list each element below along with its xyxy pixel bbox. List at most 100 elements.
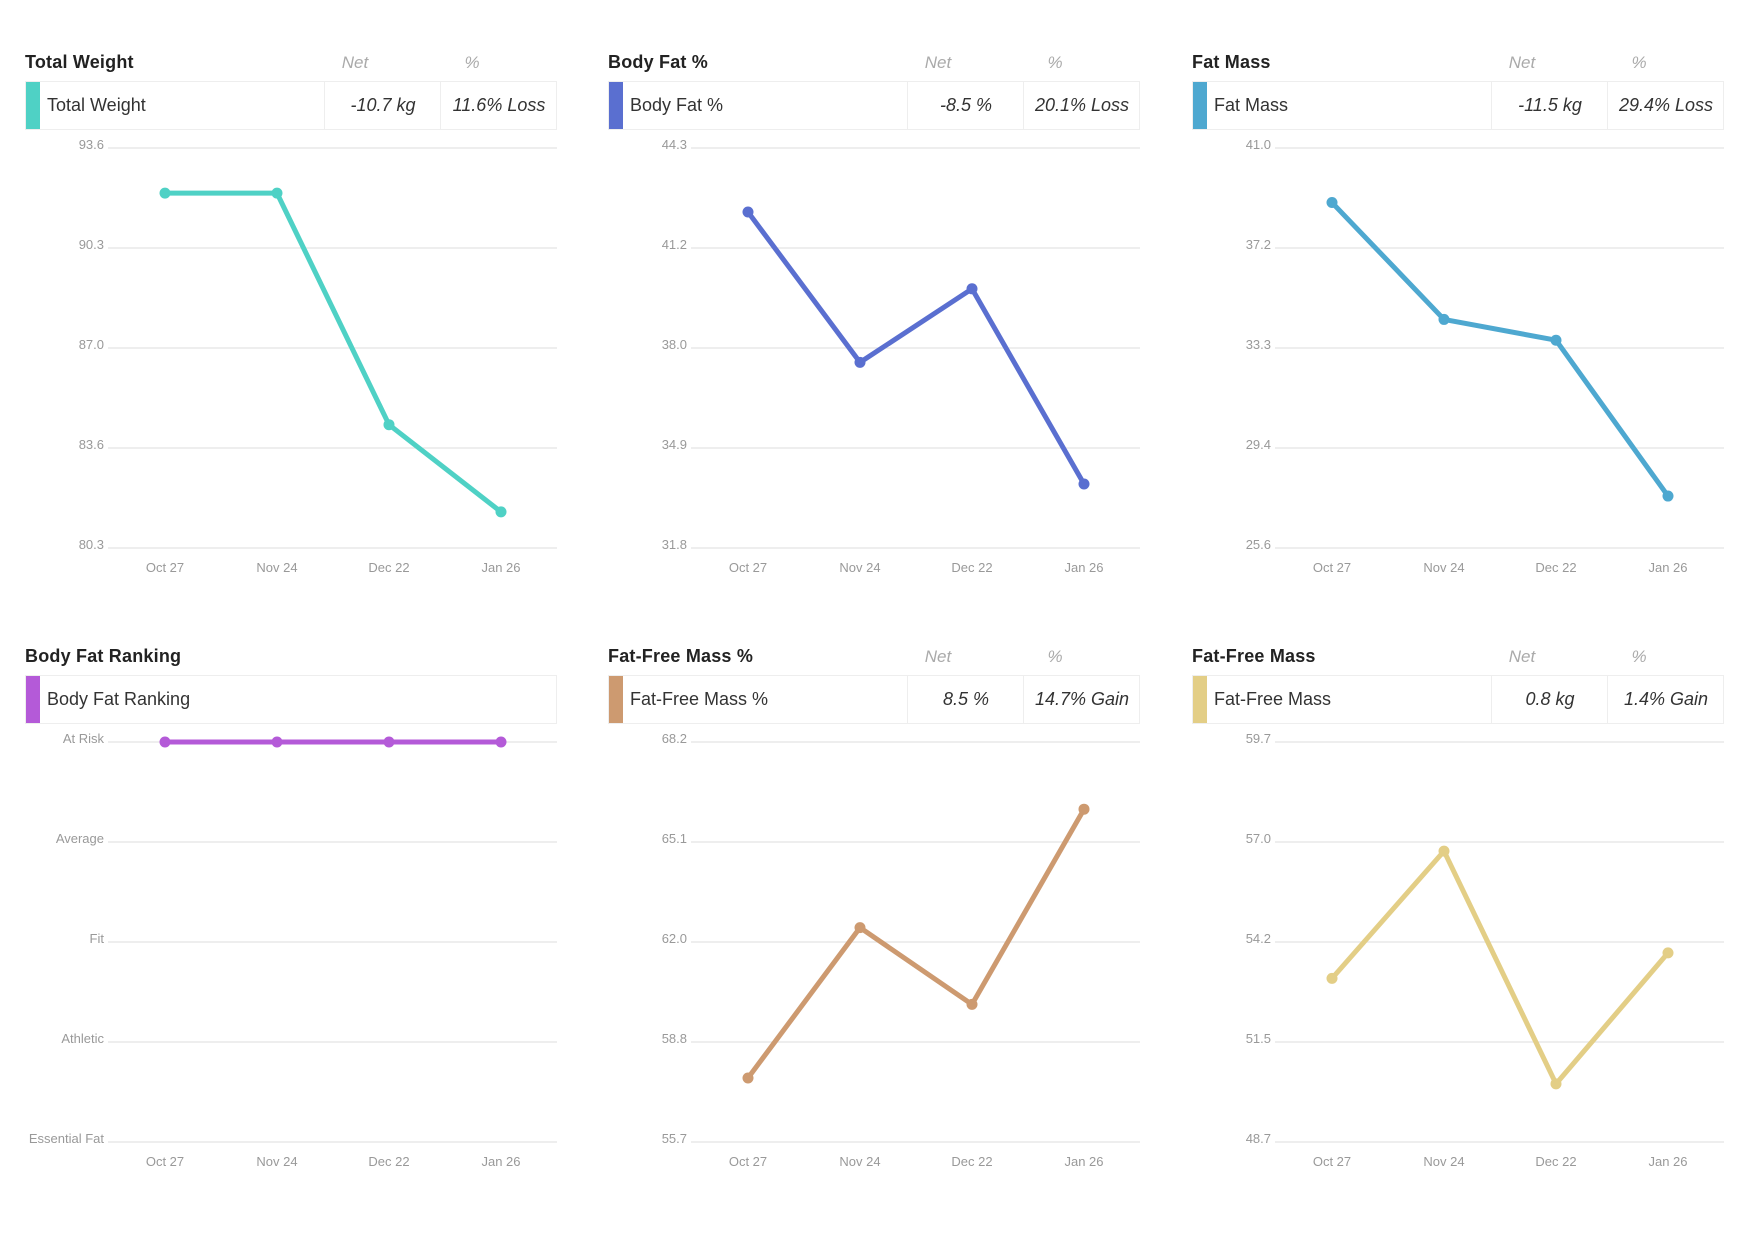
- y-tick-label: 55.7: [662, 1131, 687, 1146]
- legend-row: Body Fat % -8.5 % 20.1% Loss: [608, 81, 1140, 130]
- data-point: [1326, 197, 1338, 209]
- net-change-value: -8.5 %: [939, 95, 993, 115]
- y-tick-label: Essential Fat: [29, 1131, 105, 1146]
- percent-change-value: 29.4% Loss: [1618, 95, 1714, 115]
- y-tick-label: 93.6: [79, 137, 104, 152]
- legend-label: Fat-Free Mass: [1214, 689, 1332, 709]
- net-change-cell: -8.5 %: [907, 82, 1024, 129]
- percent-change-value: 20.1% Loss: [1034, 95, 1130, 115]
- y-tick-label: 90.3: [79, 237, 104, 252]
- x-tick-label: Jan 26: [481, 560, 520, 575]
- data-point: [1550, 334, 1562, 346]
- x-tick-label: Dec 22: [368, 1154, 409, 1169]
- x-tick-label: Jan 26: [1648, 1154, 1687, 1169]
- series-line: [745, 806, 1087, 1081]
- data-point: [1078, 478, 1090, 490]
- legend-swatch: [26, 82, 40, 129]
- data-point: [383, 419, 395, 431]
- fat-free-mass-line-chart: 59.7 57.0 54.2 51.5 48.7 Oct 27 Nov 24 Dec 22 Ja…: [1246, 731, 1724, 1169]
- data-point: [742, 206, 754, 218]
- legend-label: Total Weight: [47, 95, 146, 115]
- percent-column-header: %: [1047, 53, 1063, 72]
- x-tick-label: Dec 22: [368, 560, 409, 575]
- fat-free-mass-percent-panel: Fat-Free Mass % Net % Fat-Free Mass % 8.…: [608, 642, 1148, 1232]
- y-tick-label: 62.0: [662, 931, 687, 946]
- x-tick-label: Dec 22: [951, 560, 992, 575]
- percent-change-cell: 29.4% Loss: [1607, 82, 1724, 129]
- panel-header: Fat-Free Mass Net %: [1192, 642, 1724, 672]
- percent-change-cell: 20.1% Loss: [1023, 82, 1140, 129]
- x-tick-label: Nov 24: [256, 560, 297, 575]
- percent-change-value: 1.4% Gain: [1623, 689, 1709, 709]
- x-tick-label: Nov 24: [256, 1154, 297, 1169]
- y-tick-label: 57.0: [1246, 831, 1271, 846]
- data-point: [1550, 1078, 1562, 1090]
- y-tick-label: Athletic: [61, 1031, 104, 1046]
- series-line: [1329, 200, 1671, 499]
- y-tick-label: 41.2: [662, 237, 687, 252]
- net-change-value: -11.5 kg: [1518, 95, 1582, 115]
- percent-change-cell: 1.4% Gain: [1607, 676, 1724, 723]
- body-fat-ranking-panel: Body Fat Ranking Body Fat Ranking At Ris…: [25, 642, 565, 1232]
- y-tick-label: Fit: [90, 931, 105, 946]
- fat-free-mass-percent-line-chart: 68.2 65.1 62.0 58.8 55.7 Oct 27 Nov 24 Dec 22 Ja…: [662, 731, 1140, 1169]
- percent-change-cell: 11.6% Loss: [440, 82, 557, 129]
- data-point: [1326, 972, 1338, 984]
- data-point: [383, 736, 395, 748]
- x-tick-label: Oct 27: [1313, 560, 1351, 575]
- fat-free-mass-panel: Fat-Free Mass Net % Fat-Free Mass 0.8 kg…: [1192, 642, 1732, 1232]
- legend-row: Body Fat Ranking: [25, 675, 557, 724]
- panel-title: Body Fat %: [608, 52, 709, 72]
- y-tick-label: 51.5: [1246, 1031, 1271, 1046]
- data-point: [271, 736, 283, 748]
- net-change-cell: 0.8 kg: [1491, 676, 1608, 723]
- data-point: [271, 187, 283, 199]
- x-tick-label: Oct 27: [146, 1154, 184, 1169]
- y-tick-label: 44.3: [662, 137, 687, 152]
- y-tick-label: 68.2: [662, 731, 687, 746]
- x-tick-label: Oct 27: [1313, 1154, 1351, 1169]
- net-change-value: -10.7 kg: [350, 95, 416, 115]
- series-line: [1329, 848, 1671, 1087]
- legend-label: Body Fat %: [630, 95, 724, 115]
- percent-column-header: %: [1631, 647, 1647, 666]
- y-tick-label: 25.6: [1246, 537, 1271, 552]
- x-tick-label: Jan 26: [1064, 1154, 1103, 1169]
- panel-title: Total Weight: [25, 52, 134, 72]
- data-point: [1438, 845, 1450, 857]
- y-tick-label: 58.8: [662, 1031, 687, 1046]
- x-tick-label: Jan 26: [481, 1154, 520, 1169]
- net-column-header: Net: [341, 53, 369, 72]
- panel-title: Fat Mass: [1192, 52, 1271, 72]
- y-tick-label: At Risk: [63, 731, 105, 746]
- net-column-header: Net: [1508, 53, 1536, 72]
- data-point: [966, 283, 978, 295]
- panel-header: Body Fat % Net %: [608, 48, 1140, 78]
- net-change-value: 8.5 %: [942, 689, 990, 709]
- y-tick-label: 54.2: [1246, 931, 1271, 946]
- data-point: [1662, 490, 1674, 502]
- legend-swatch: [609, 82, 623, 129]
- net-change-cell: -10.7 kg: [324, 82, 441, 129]
- fat-mass-line-chart: 41.0 37.2 33.3 29.4 25.6 Oct 27 Nov 24 Dec 22 Ja…: [1246, 137, 1724, 575]
- data-point: [495, 736, 507, 748]
- legend-swatch: [26, 676, 40, 723]
- net-change-value: 0.8 kg: [1525, 689, 1575, 709]
- data-point: [742, 1072, 754, 1084]
- legend-row: Total Weight -10.7 kg 11.6% Loss: [25, 81, 557, 130]
- x-tick-label: Nov 24: [839, 1154, 880, 1169]
- y-tick-label: 83.6: [79, 437, 104, 452]
- percent-change-cell: 14.7% Gain: [1023, 676, 1140, 723]
- x-tick-label: Oct 27: [729, 1154, 767, 1169]
- x-tick-label: Dec 22: [1535, 1154, 1576, 1169]
- total-weight-line-chart: 93.6 90.3 87.0 83.6 80.3 Oct 27 Nov 24 Dec 22 Ja…: [79, 137, 557, 575]
- y-tick-label: Average: [56, 831, 104, 846]
- percent-column-header: %: [464, 53, 480, 72]
- data-point: [159, 187, 171, 199]
- y-tick-label: 41.0: [1246, 137, 1271, 152]
- percent-column-header: %: [1047, 647, 1063, 666]
- x-tick-label: Nov 24: [839, 560, 880, 575]
- x-tick-label: Oct 27: [729, 560, 767, 575]
- legend-swatch: [609, 676, 623, 723]
